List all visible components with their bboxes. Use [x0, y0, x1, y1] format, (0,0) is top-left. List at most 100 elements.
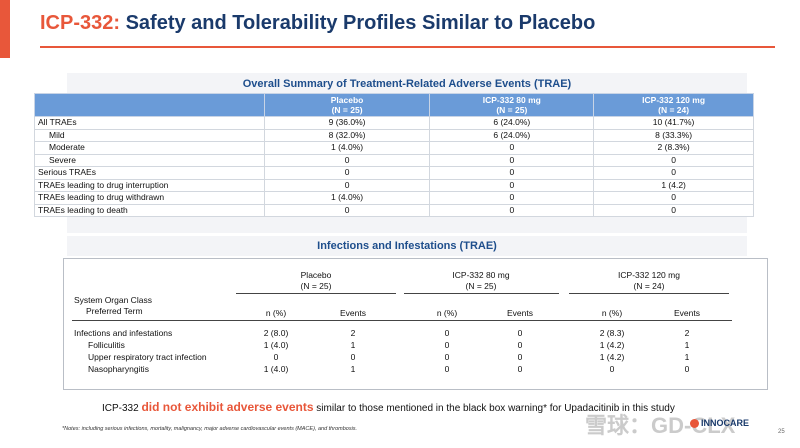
- trae-row-label: Severe: [34, 153, 265, 167]
- inf-sub-n-120mg: n (%): [601, 308, 623, 318]
- inf-cell: 1: [350, 364, 356, 374]
- inf-cell: 0: [517, 364, 523, 374]
- trae-row: Severe 0 0 0: [34, 153, 754, 167]
- trae-cell: 0: [263, 178, 431, 192]
- trae-cell: 0: [593, 203, 754, 217]
- inf-group-120mg-name: ICP-332 120 mg: [618, 270, 680, 280]
- inf-cell: 2 (8.3): [599, 328, 625, 338]
- trae-row: Moderate 1 (4.0%) 0 2 (8.3%): [34, 141, 754, 155]
- inf-group-placebo-name: Placebo: [300, 270, 332, 280]
- inf-cell: 0: [444, 352, 450, 362]
- trae-cell: 9 (36.0%): [263, 116, 431, 130]
- inf-cell: 1: [684, 352, 690, 362]
- inf-cell: 0: [517, 352, 523, 362]
- trae-cell: 6 (24.0%): [429, 128, 595, 142]
- company-logo: INNOCARE: [690, 418, 749, 429]
- trae-row-label: TRAEs leading to death: [34, 203, 265, 217]
- inf-sub-n-placebo: n (%): [265, 308, 287, 318]
- inf-header-rule: [72, 320, 732, 321]
- trae-cell: 10 (41.7%): [593, 116, 754, 130]
- inf-cell: 0: [517, 340, 523, 350]
- inf-cell: 1: [684, 340, 690, 350]
- trae-header-120mg: ICP-332 120 mg (N = 24): [593, 93, 754, 117]
- trae-cell: 8 (32.0%): [263, 128, 431, 142]
- inf-sub-n-80mg: n (%): [436, 308, 458, 318]
- trae-row: TRAEs leading to drug interruption 0 0 1 (4…: [34, 178, 754, 192]
- trae-cell: 0: [429, 141, 595, 155]
- inf-group-80mg-name: ICP-332 80 mg: [452, 270, 510, 280]
- trae-cell: 0: [429, 203, 595, 217]
- trae-cell: 0: [263, 166, 431, 180]
- footnote: *Notes: including serious infections, mo…: [62, 426, 358, 432]
- trae-row-label: TRAEs leading to drug withdrawn: [34, 191, 265, 205]
- inf-group-rule-placebo: [236, 293, 396, 294]
- inf-sub-events-placebo: Events: [340, 308, 366, 318]
- trae-cell: 0: [263, 153, 431, 167]
- inf-cell: 0: [517, 328, 523, 338]
- inf-cell: 2: [684, 328, 690, 338]
- footer-statement: ICP-332 did not exhibit adverse events s…: [102, 400, 675, 414]
- inf-group-80mg-n: (N = 25): [465, 281, 497, 291]
- trae-summary-table: Placebo (N = 25) ICP-332 80 mg (N = 25) IC…: [34, 93, 754, 217]
- trae-cell: 6 (24.0%): [429, 116, 595, 130]
- trae-row-label: All TRAEs: [34, 116, 265, 130]
- inf-cell: 0: [444, 340, 450, 350]
- trae-row-label: TRAEs leading to drug interruption: [34, 178, 265, 192]
- trae-cell: 1 (4.0%): [263, 141, 431, 155]
- trae-cell: 0: [593, 166, 754, 180]
- trae-section-title: Overall Summary of Treatment-Related Adv…: [242, 78, 572, 90]
- trae-row-label: Mild: [34, 128, 265, 142]
- trae-cell: 2 (8.3%): [593, 141, 754, 155]
- inf-cell: 0: [609, 364, 615, 374]
- trae-row: All TRAEs 9 (36.0%) 6 (24.0%) 10 (41.7%): [34, 116, 754, 130]
- title-underline: [40, 46, 775, 48]
- watermark: 雪球：GD-CLX: [585, 413, 736, 438]
- inf-cell: 2: [350, 328, 356, 338]
- inf-row-label: Nasopharyngitis: [88, 364, 149, 374]
- trae-cell: 1 (4.2): [593, 178, 754, 192]
- inf-cell: 0: [350, 352, 356, 362]
- trae-cell: 0: [263, 203, 431, 217]
- inf-pt-label: Preferred Term: [86, 306, 143, 316]
- trae-row: Mild 8 (32.0%) 6 (24.0%) 8 (33.3%): [34, 128, 754, 142]
- trae-cell: 0: [429, 166, 595, 180]
- trae-row: TRAEs leading to death 0 0 0: [34, 203, 754, 217]
- inf-group-rule-120mg: [569, 293, 729, 294]
- inf-cell: 2 (8.0): [263, 328, 289, 338]
- inf-sub-events-80mg: Events: [507, 308, 533, 318]
- inf-cell: 0: [444, 328, 450, 338]
- page-number: 25: [778, 429, 785, 435]
- inf-group-120mg-n: (N = 24): [633, 281, 665, 291]
- infections-section-title: Infections and Infestations (TRAE): [317, 240, 497, 252]
- inf-row-label: Upper respiratory tract infection: [88, 352, 207, 362]
- inf-soc-label: System Organ Class: [74, 295, 152, 305]
- inf-cell: 1 (4.2): [599, 340, 625, 350]
- inf-cell: 0: [444, 364, 450, 374]
- inf-cell: 0: [684, 364, 690, 374]
- inf-row-label: Folliculitis: [88, 340, 125, 350]
- trae-row-label: Moderate: [34, 141, 265, 155]
- trae-row-label: Serious TRAEs: [34, 166, 265, 180]
- infections-section-panel: Infections and Infestations (TRAE): [67, 236, 747, 256]
- trae-cell: 0: [593, 153, 754, 167]
- trae-cell: 8 (33.3%): [593, 128, 754, 142]
- inf-sub-events-120mg: Events: [674, 308, 700, 318]
- inf-cell: 0: [273, 352, 279, 362]
- trae-cell: 0: [429, 153, 595, 167]
- trae-cell: 0: [593, 191, 754, 205]
- inf-cell: 1 (4.0): [263, 364, 289, 374]
- trae-cell: 0: [429, 191, 595, 205]
- trae-cell: 1 (4.0%): [263, 191, 431, 205]
- trae-header-blank: [34, 93, 265, 117]
- trae-cell: 0: [429, 178, 595, 192]
- inf-cell: 1 (4.0): [263, 340, 289, 350]
- inf-group-placebo-n: (N = 25): [300, 281, 332, 291]
- accent-bar: [0, 0, 10, 58]
- page-title: ICP-332: Safety and Tolerability Profile…: [40, 12, 596, 34]
- inf-row-label: Infections and infestations: [74, 328, 173, 338]
- infections-table: Placebo (N = 25) ICP-332 80 mg (N = 25) …: [63, 258, 768, 390]
- logo-mark-icon: [690, 419, 699, 429]
- trae-header-80mg: ICP-332 80 mg (N = 25): [429, 93, 595, 117]
- trae-header-row: Placebo (N = 25) ICP-332 80 mg (N = 25) IC…: [34, 93, 754, 117]
- trae-header-placebo: Placebo (N = 25): [263, 93, 431, 117]
